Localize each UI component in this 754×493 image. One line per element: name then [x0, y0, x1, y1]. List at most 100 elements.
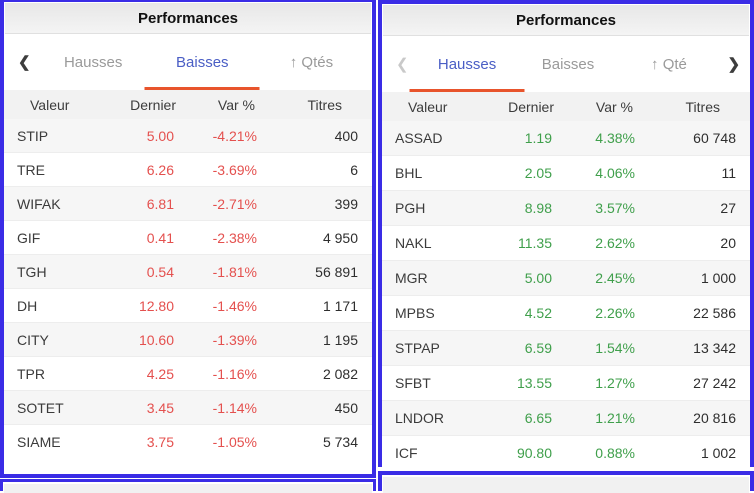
cell-titres: 60 748	[693, 130, 736, 146]
cell-valeur: TGH	[17, 263, 47, 280]
table-row[interactable]: ASSAD 1.19 4.38% 60 748	[382, 121, 750, 155]
chevron-left-icon[interactable]: ❮	[396, 56, 409, 73]
cell-titres: 27 242	[693, 375, 736, 391]
table-row[interactable]: WIFAK 6.81 -2.71% 399	[4, 186, 372, 220]
cell-var: 4.38%	[595, 130, 635, 146]
cell-valeur: SIAME	[17, 433, 61, 450]
table-row[interactable]: MPBS 4.52 2.26% 22 586	[382, 295, 750, 330]
cell-dernier: 6.81	[146, 195, 174, 212]
cell-titres: 1 000	[700, 270, 736, 286]
cell-var: -1.05%	[212, 433, 257, 450]
column-header-var: Var %	[217, 96, 255, 113]
cell-dernier: 1.19	[524, 130, 552, 146]
cell-valeur: CITY	[17, 331, 49, 348]
table-row[interactable]: NAKL 11.35 2.62% 20	[382, 225, 750, 260]
cell-titres: 27	[720, 200, 736, 216]
cell-dernier: 10.60	[138, 331, 174, 348]
chevron-right-icon[interactable]: ❯	[727, 56, 741, 73]
cell-dernier: 6.26	[146, 161, 174, 178]
table-body: ASSAD 1.19 4.38% 60 748 BHL 2.05 4.06% 1…	[382, 121, 750, 470]
tab-label: ↑ Qté	[651, 56, 687, 73]
cell-valeur: PGH	[395, 200, 426, 216]
column-header-valeur: Valeur	[408, 98, 448, 115]
cell-var: 0.88%	[595, 445, 635, 461]
cell-titres: 56 891	[315, 263, 358, 280]
cell-var: 2.62%	[595, 235, 635, 251]
table-row[interactable]: BHL 2.05 4.06% 11	[382, 155, 750, 190]
cell-valeur: LNDOR	[395, 410, 445, 426]
table-row[interactable]: ICF 90.80 0.88% 1 002	[382, 435, 750, 470]
table-row[interactable]: SFBT 13.55 1.27% 27 242	[382, 365, 750, 400]
cell-var: 1.27%	[595, 375, 635, 391]
cell-dernier: 5.00	[524, 270, 552, 286]
cell-var: 1.54%	[595, 340, 635, 356]
chevron-left-icon[interactable]: ❮	[18, 54, 31, 71]
table-body: STIP 5.00 -4.21% 400 TRE 6.26 -3.69% 6 W…	[4, 119, 372, 458]
cell-valeur: GIF	[17, 229, 41, 246]
cell-valeur: DH	[17, 297, 38, 314]
cell-titres: 5 734	[322, 433, 358, 450]
cell-valeur: MGR	[395, 270, 428, 286]
table-row[interactable]: STPAP 6.59 1.54% 13 342	[382, 330, 750, 365]
table-row[interactable]: GIF 0.41 -2.38% 4 950	[4, 220, 372, 254]
tab-bar: ❮ Hausses Baisses ↑ Qtés	[4, 35, 372, 90]
cell-dernier: 4.25	[146, 365, 174, 382]
column-headers: Valeur Dernier Var % Titres	[4, 90, 372, 119]
tab-qtes[interactable]: ↑ Qté	[618, 37, 719, 92]
cell-valeur: ICF	[395, 445, 418, 461]
cell-var: -1.14%	[212, 399, 257, 416]
table-row[interactable]: TGH 0.54 -1.81% 56 891	[4, 254, 372, 288]
table-row[interactable]: LNDOR 6.65 1.21% 20 816	[382, 400, 750, 435]
cell-titres: 399	[334, 195, 358, 212]
cell-titres: 1 195	[322, 331, 358, 348]
cell-titres: 20 816	[693, 410, 736, 426]
table-row[interactable]: SIAME 3.75 -1.05% 5 734	[4, 424, 372, 458]
cell-dernier: 0.54	[146, 263, 174, 280]
table-row[interactable]: STIP 5.00 -4.21% 400	[4, 119, 372, 152]
table-row[interactable]: TPR 4.25 -1.16% 2 082	[4, 356, 372, 390]
partial-panel-header	[383, 477, 749, 493]
cell-var: 2.45%	[595, 270, 635, 286]
cell-dernier: 12.80	[138, 297, 174, 314]
cell-dernier: 6.65	[524, 410, 552, 426]
cell-dernier: 8.98	[524, 200, 552, 216]
table-row[interactable]: DH 12.80 -1.46% 1 171	[4, 288, 372, 322]
table-row[interactable]: CITY 10.60 -1.39% 1 195	[4, 322, 372, 356]
cell-titres: 20	[720, 235, 736, 251]
cell-titres: 4 950	[322, 229, 358, 246]
cell-valeur: NAKL	[395, 235, 432, 251]
table-row[interactable]: PGH 8.98 3.57% 27	[382, 190, 750, 225]
cell-titres: 1 002	[700, 445, 736, 461]
cell-valeur: STIP	[17, 127, 49, 144]
cell-dernier: 0.41	[146, 229, 174, 246]
cell-titres: 13 342	[693, 340, 736, 356]
cell-dernier: 90.80	[516, 445, 552, 461]
cell-valeur: MPBS	[395, 305, 435, 321]
tab-label: Hausses	[63, 54, 123, 71]
tab-baisses[interactable]: Baisses	[148, 35, 257, 90]
cell-titres: 11	[721, 165, 736, 181]
cell-var: -4.21%	[212, 127, 257, 144]
tab-qtes[interactable]: ↑ Qtés	[257, 35, 366, 90]
cell-dernier: 3.75	[146, 433, 174, 450]
tab-bar: ❮ Hausses Baisses ↑ Qté ❯	[382, 37, 750, 92]
cell-var: -1.81%	[212, 263, 257, 280]
cell-dernier: 11.35	[518, 235, 552, 251]
cell-valeur: BHL	[395, 165, 423, 181]
tab-baisses[interactable]: Baisses	[518, 37, 619, 92]
cell-dernier: 6.59	[524, 340, 552, 356]
tab-label: Hausses	[437, 56, 497, 73]
cell-var: 2.26%	[595, 305, 635, 321]
tab-hausses[interactable]: Hausses	[417, 37, 518, 92]
cell-var: -1.39%	[212, 331, 257, 348]
cell-var: 3.57%	[595, 200, 635, 216]
tab-hausses[interactable]: Hausses	[39, 35, 148, 90]
cell-valeur: ASSAD	[395, 130, 443, 146]
column-headers: Valeur Dernier Var % Titres	[382, 92, 750, 121]
cell-titres: 22 586	[693, 305, 736, 321]
table-row[interactable]: MGR 5.00 2.45% 1 000	[382, 260, 750, 295]
table-row[interactable]: SOTET 3.45 -1.14% 450	[4, 390, 372, 424]
cell-var: 4.06%	[595, 165, 635, 181]
table-row[interactable]: TRE 6.26 -3.69% 6	[4, 152, 372, 186]
column-header-dernier: Dernier	[130, 96, 176, 113]
